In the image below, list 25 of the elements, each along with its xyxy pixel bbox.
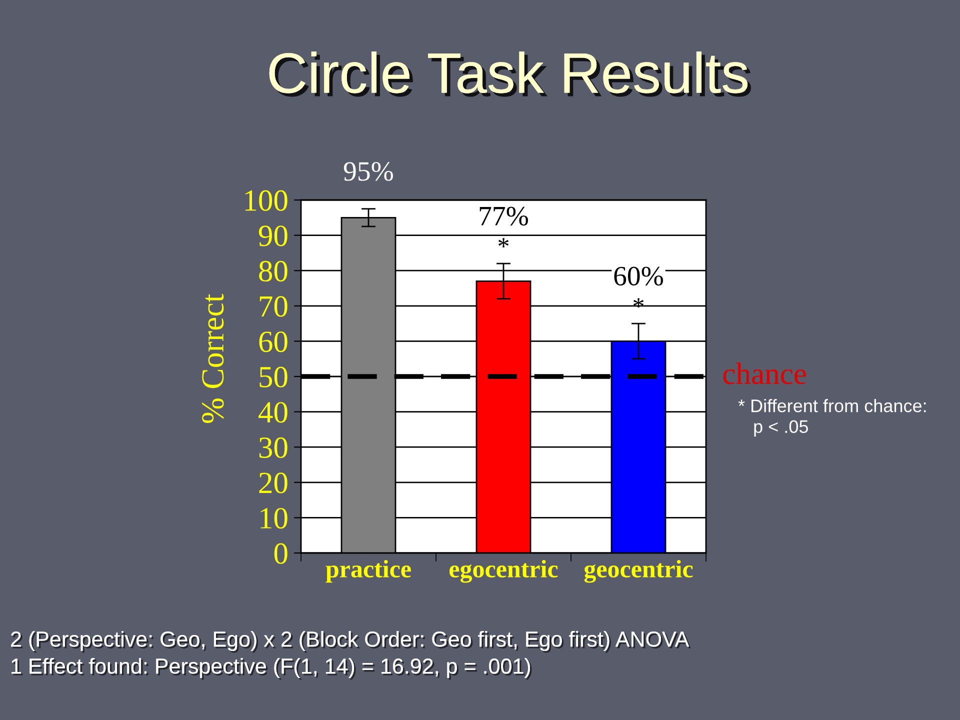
y-tick-label: 70 [260, 296, 288, 317]
y-tick-label: 60 [259, 331, 288, 352]
y-tick-label: 90 [258, 226, 288, 246]
y-tick-label: 10 [260, 508, 288, 529]
data-label: 95% [344, 162, 394, 181]
text: 2 (Perspective: Geo, Ego) x 2 (Block Order: Geo first, Ego first) ANOVA [11, 630, 691, 653]
y-tick-label: 50 [260, 366, 288, 388]
chart-title: Circle Task Results [269, 51, 751, 97]
x-tick-label: practice [326, 560, 411, 583]
text: 1 Effect found: Perspective (F(1, 14) = 16.92, p = .001) [12, 658, 532, 680]
y-axis-title: % Correct [202, 294, 224, 423]
x-tick-label: egocentric [450, 560, 558, 583]
y-tick-label: 80 [259, 260, 288, 282]
annotation: * [633, 298, 644, 308]
x-tick-label: geocentric [584, 560, 693, 583]
annotation: * [498, 238, 509, 248]
data-label: 60% [614, 266, 664, 286]
text: * Different from chance: p < .05 [738, 399, 926, 437]
data-label: 77% [480, 206, 528, 226]
ref-line-label: chance [723, 362, 806, 384]
y-tick-label: 20 [259, 472, 288, 494]
y-tick-label: 100 [245, 190, 288, 211]
y-tick-label: 40 [258, 402, 288, 423]
y-tick-label: 30 [259, 437, 288, 458]
y-tick-label: 0 [274, 543, 288, 564]
